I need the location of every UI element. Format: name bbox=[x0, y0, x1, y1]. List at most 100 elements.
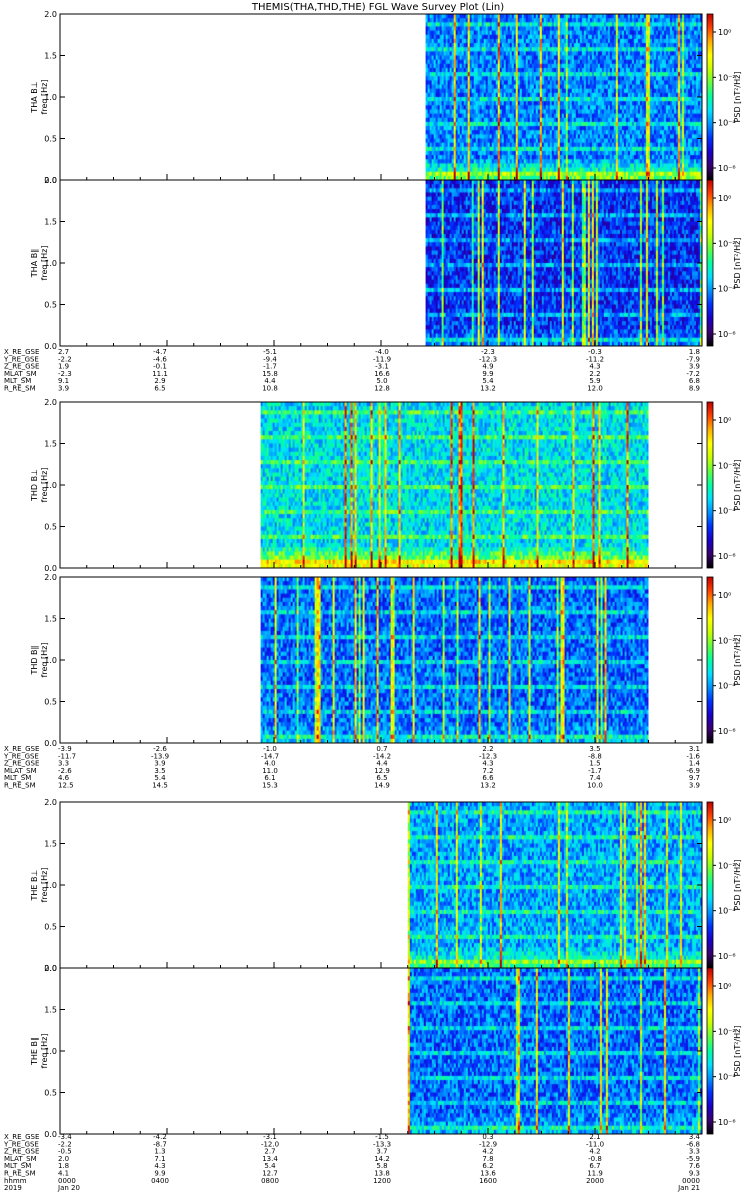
ephemeris-value: 7.1 bbox=[154, 1155, 165, 1163]
ephemeris-value: 4.2 bbox=[589, 1148, 600, 1156]
panel-the-bl: 0.0 0.5 1.0 1.5 2.0 THE B⊥ freq [Hz] 10⁰ 10⁻² 10⁻… bbox=[30, 798, 742, 973]
ephemeris-value: 15.8 bbox=[262, 370, 278, 378]
ephemeris-value: 9.7 bbox=[689, 774, 700, 782]
colorbar-tick-label: 10⁻² bbox=[718, 636, 736, 645]
colorbar-tick-label: 10⁻⁴ bbox=[718, 907, 736, 916]
ephemeris-label: X_RE_GSE bbox=[4, 348, 39, 356]
colorbar-tick-label: 10⁻² bbox=[718, 73, 736, 82]
ephemeris-label: Z_RE_GSE bbox=[4, 363, 39, 371]
ephemeris-value: 4.3 bbox=[154, 1162, 165, 1170]
ephemeris-value: 4.4 bbox=[264, 377, 276, 385]
colorbar-tick-label: 10⁰ bbox=[718, 194, 731, 203]
colorbar-tick-label: 10⁻⁶ bbox=[718, 1118, 736, 1127]
ephemeris-label: hhmm bbox=[4, 1177, 27, 1185]
ephemeris-value: 3.3 bbox=[689, 1148, 700, 1156]
ylabel-unit: freq [Hz] bbox=[40, 80, 49, 115]
ephemeris-value: 13.2 bbox=[480, 385, 496, 393]
ephemeris-value: -2.3 bbox=[481, 348, 495, 356]
ytick-label: 1.0 bbox=[44, 259, 57, 268]
ephemeris-label: Y_RE_GSE bbox=[3, 355, 39, 363]
ylabel: THE B∥ bbox=[30, 1037, 39, 1066]
colorbar-tick-label: 10⁻⁴ bbox=[718, 1073, 736, 1082]
ytick-label: 0.5 bbox=[44, 135, 57, 144]
ephemeris-value: -3.1 bbox=[263, 1133, 277, 1141]
ephemeris-value: -2.2 bbox=[58, 355, 72, 363]
colorbar bbox=[706, 576, 714, 744]
ephemeris-label: MLT_SM bbox=[4, 377, 31, 385]
ytick-label: 2.0 bbox=[44, 398, 57, 407]
ephemeris-value: 11.9 bbox=[587, 1170, 603, 1178]
ephemeris-value: 2.1 bbox=[589, 1133, 600, 1141]
ephemeris-value: 1200 bbox=[373, 1177, 391, 1185]
ytick-label: 2.0 bbox=[44, 176, 57, 185]
ephemeris-value: 16.6 bbox=[374, 370, 390, 378]
ephemeris-value: 13.2 bbox=[480, 782, 496, 790]
colorbar-tick-label: 10⁰ bbox=[718, 416, 731, 425]
colorbar bbox=[706, 801, 714, 969]
ephemeris-value: -8.7 bbox=[153, 1140, 167, 1148]
ephemeris-value: 11.0 bbox=[262, 767, 278, 775]
ephemeris-label: Z_RE_GSE bbox=[4, 1148, 39, 1156]
colorbar-tick-label: 10⁻⁴ bbox=[718, 285, 736, 294]
ylabel: THE B⊥ bbox=[30, 869, 39, 901]
spectrogram-image bbox=[407, 802, 702, 968]
colorbar-tick-label: 10⁰ bbox=[718, 982, 731, 991]
ephemeris-value: 3.9 bbox=[154, 760, 165, 768]
ephemeris-value: -6.8 bbox=[686, 1140, 700, 1148]
ytick-label: 1.0 bbox=[44, 881, 57, 890]
ephemeris-value: 13.8 bbox=[374, 1170, 390, 1178]
ephemeris-value: Jan 20 bbox=[57, 1184, 80, 1192]
ephemeris-value: 1.3 bbox=[154, 1148, 165, 1156]
ephemeris-value: 2.7 bbox=[264, 1148, 275, 1156]
ephemeris-value: 2000 bbox=[586, 1177, 604, 1185]
ytick-label: 0.0 bbox=[44, 564, 57, 573]
ytick-label: 2.0 bbox=[44, 798, 57, 807]
colorbar-tick-label: 10⁻⁶ bbox=[718, 330, 736, 339]
colorbar-tick-label: 10⁻⁴ bbox=[718, 682, 736, 691]
ytick-label: 1.0 bbox=[44, 656, 57, 665]
ephemeris-value: -9.4 bbox=[263, 355, 277, 363]
ephemeris-value: -1.7 bbox=[588, 767, 602, 775]
ephemeris-value: 1.9 bbox=[58, 363, 69, 371]
ephemeris-value: -11.2 bbox=[586, 355, 604, 363]
ephemeris-the: X_RE_GSE -3.4 -4.2 -3.1 -1.5 0.3 2.1 3.4 Y_RE_GS… bbox=[3, 1133, 701, 1192]
ephemeris-value: 14.2 bbox=[374, 1155, 390, 1163]
ephemeris-value: 3.5 bbox=[154, 767, 165, 775]
ylabel-unit: freq [Hz] bbox=[40, 868, 49, 903]
ytick-label: 1.0 bbox=[44, 481, 57, 490]
ephemeris-label: 2019 bbox=[4, 1184, 22, 1192]
ephemeris-value: 5.4 bbox=[482, 377, 494, 385]
ephemeris-value: -1.7 bbox=[263, 363, 277, 371]
ephemeris-value: 6.1 bbox=[264, 774, 275, 782]
ephemeris-value: -12.9 bbox=[479, 1140, 497, 1148]
ephemeris-value: 2.2 bbox=[482, 745, 493, 753]
ephemeris-value: -12.0 bbox=[261, 1140, 279, 1148]
ephemeris-value: -4.6 bbox=[153, 355, 167, 363]
ephemeris-value: 6.7 bbox=[589, 1162, 600, 1170]
ephemeris-value: -4.0 bbox=[375, 348, 389, 356]
ephemeris-value: 5.4 bbox=[154, 774, 166, 782]
ytick-label: 0.5 bbox=[44, 698, 57, 707]
ephemeris-value: 3.9 bbox=[689, 363, 700, 371]
ephemeris-value: 2.2 bbox=[589, 370, 600, 378]
ephemeris-value: -0.3 bbox=[588, 348, 602, 356]
ephemeris-value: -0.1 bbox=[153, 363, 167, 371]
colorbar-label: PSD [nT²/Hz] bbox=[733, 1026, 742, 1077]
ephemeris-label: R_RE_SM bbox=[4, 1170, 36, 1178]
ephemeris-value: 1.5 bbox=[589, 760, 600, 768]
ephemeris-value: -3.1 bbox=[375, 363, 389, 371]
ephemeris-value: 7.2 bbox=[482, 767, 493, 775]
ephemeris-label: X_RE_GSE bbox=[4, 1133, 39, 1141]
ephemeris-value: 4.1 bbox=[58, 1170, 69, 1178]
ephemeris-value: 0800 bbox=[261, 1177, 279, 1185]
ephemeris-value: -14.2 bbox=[373, 752, 391, 760]
colorbar bbox=[706, 401, 714, 569]
ephemeris-value: 6.8 bbox=[689, 377, 700, 385]
ytick-label: 0.0 bbox=[44, 739, 57, 748]
ylabel: THD B⊥ bbox=[30, 469, 39, 502]
ephemeris-label: MLAT_SM bbox=[4, 1155, 37, 1163]
colorbar-tick-label: 10⁻⁶ bbox=[718, 164, 736, 173]
ephemeris-value: 12.0 bbox=[587, 385, 603, 393]
